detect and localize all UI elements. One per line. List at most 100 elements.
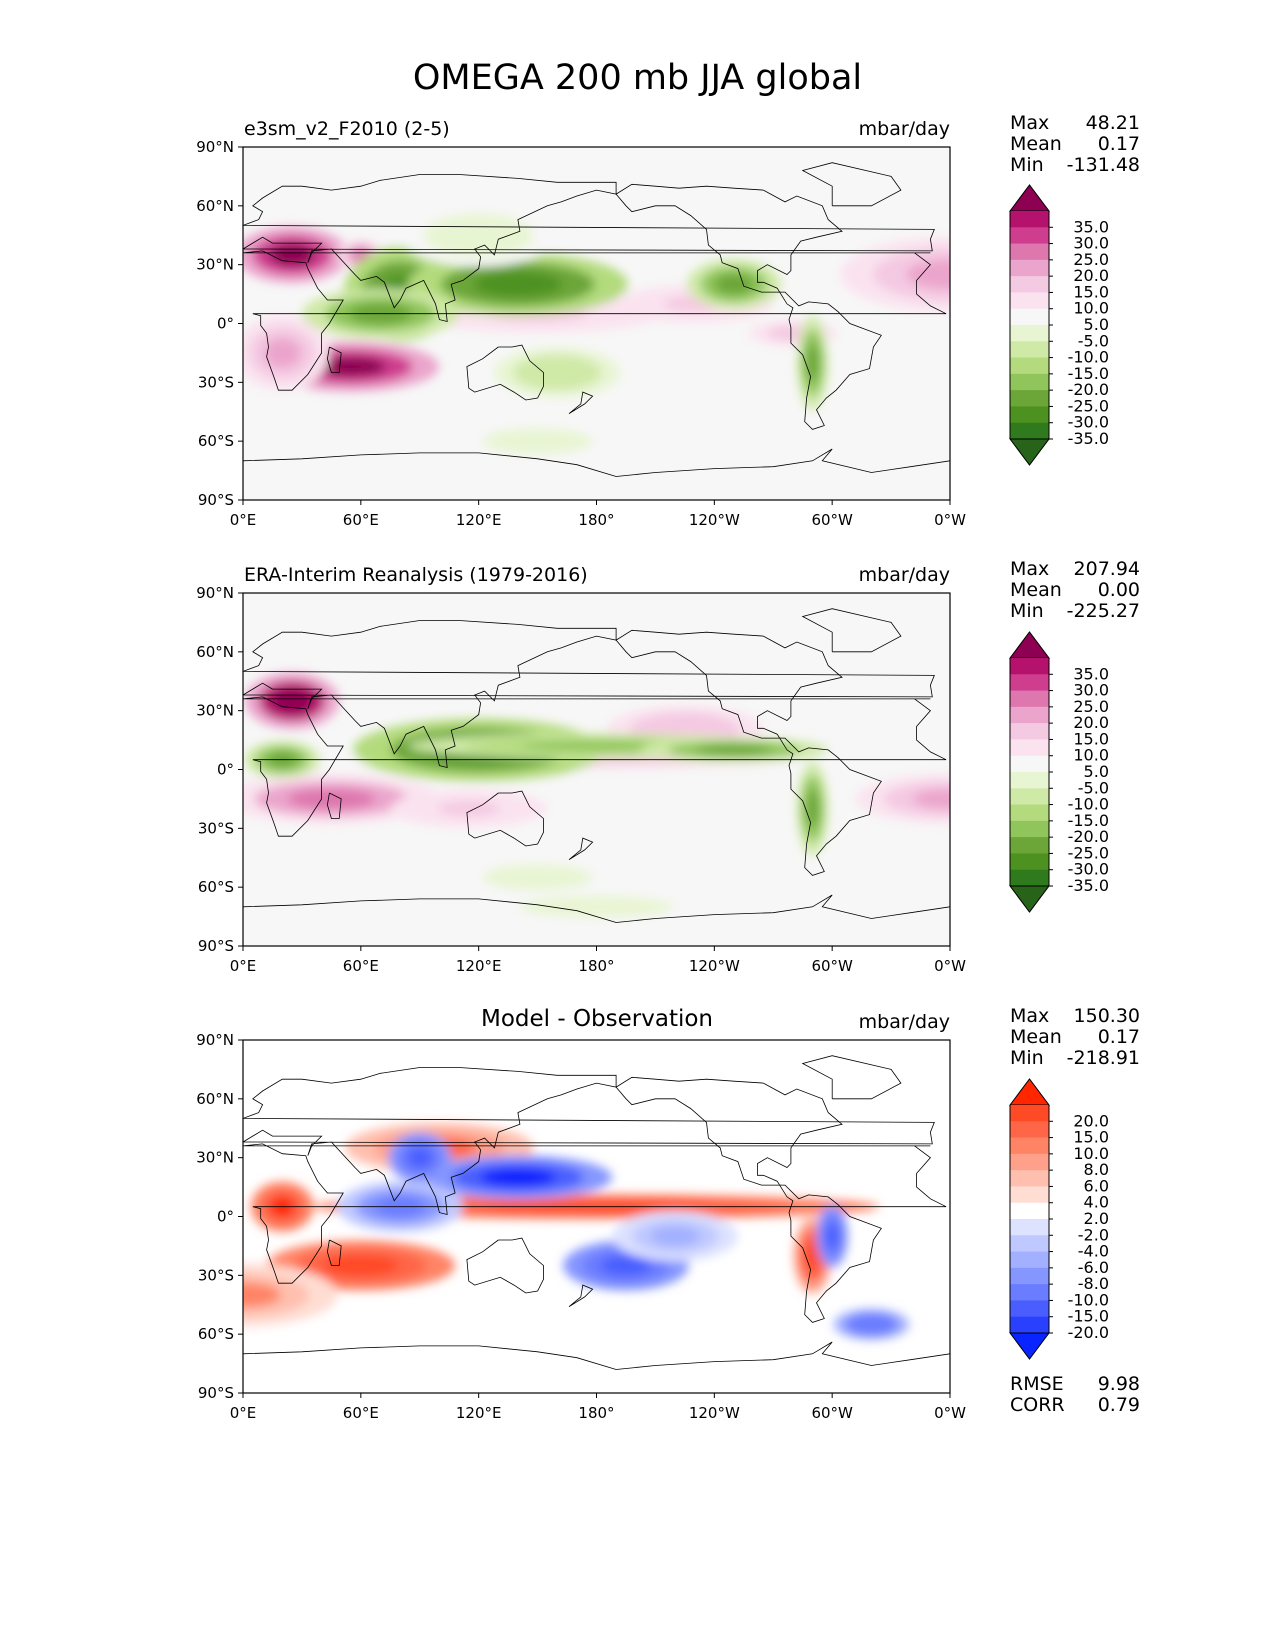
colorbar-tick-label: -20.0 [1068, 827, 1109, 846]
coastline [243, 1143, 947, 1284]
colorbar-extend-top [1009, 1078, 1050, 1106]
field-contour [801, 775, 824, 842]
field-contour [263, 337, 302, 368]
colorbar-tick-label: 15.0 [1073, 1128, 1109, 1147]
field-contour [506, 433, 570, 449]
field-contour [464, 737, 729, 755]
colorbar-band [1010, 1153, 1049, 1171]
y-tick-label: 60°N [196, 643, 234, 661]
field-contour [486, 891, 707, 923]
field-contour [482, 864, 593, 891]
field-contour [696, 744, 772, 755]
field-contour [494, 347, 621, 398]
x-tick-label: 60°W [811, 957, 853, 975]
field-contour [289, 349, 413, 385]
colorbar-band [1010, 211, 1049, 228]
x-tick-label: 180° [578, 957, 614, 975]
field-contour [352, 248, 370, 262]
colorbar-band [1010, 357, 1049, 375]
field-contour [473, 271, 562, 297]
colorbar-tick-label: 20.0 [1073, 1111, 1109, 1130]
map-frame [242, 1039, 951, 1394]
field-contour [487, 306, 588, 322]
y-tick-label: 90°N [196, 138, 234, 156]
field-contour [600, 1255, 652, 1276]
colorbar-tick-label: 35.0 [1073, 664, 1109, 683]
y-tick-label: 90°N [196, 1031, 234, 1049]
field-contour [294, 1247, 427, 1284]
field-contour [373, 1130, 506, 1166]
panel-1-units: mbar/day [858, 118, 950, 140]
panel-3-title: Model - Observation [480, 1006, 714, 1032]
field-contour [447, 222, 511, 248]
coastline [243, 894, 950, 923]
field-contour [912, 788, 950, 809]
field-contour [799, 1229, 826, 1283]
colorbar-tick-label: 20.0 [1073, 713, 1109, 732]
x-tick-label: 120°E [456, 957, 502, 975]
colorbar-tick-label: 35.0 [1073, 217, 1109, 236]
x-tick-label: 0°W [934, 957, 966, 975]
field-contour [413, 795, 524, 822]
field-contour [411, 294, 664, 333]
y-tick-label: 30°N [196, 702, 234, 720]
y-tick-label: 30°N [196, 1149, 234, 1167]
y-tick-label: 30°S [198, 373, 234, 391]
field-contour [377, 275, 423, 313]
field-contour [423, 1155, 613, 1200]
x-tick-label: 0°E [230, 511, 257, 529]
field-contour [767, 325, 819, 341]
field-contour [252, 235, 332, 275]
field-contour [267, 752, 298, 768]
field-contour [349, 303, 412, 324]
x-tick-label: 120°W [689, 1404, 740, 1422]
field-contour [313, 1194, 880, 1220]
coastline [466, 790, 544, 847]
y-tick-label: 30°S [198, 819, 234, 837]
field-contour [856, 1318, 887, 1331]
field-contour [796, 315, 829, 410]
y-tick-label: 30°S [198, 1266, 234, 1284]
field-contour [855, 773, 950, 825]
field-contour [840, 236, 950, 313]
field-contour [390, 789, 548, 828]
field-contour [483, 1201, 710, 1212]
x-tick-label: 120°E [456, 511, 502, 529]
colorbar-extend-top [1009, 184, 1050, 212]
colorbar-band [1010, 292, 1049, 310]
coastline [243, 250, 947, 391]
colorbar-band [1010, 820, 1049, 838]
x-tick-label: 0°E [230, 1404, 257, 1422]
colorbar-band [1010, 788, 1049, 806]
colorbar-band [1010, 1105, 1049, 1122]
field-contour [552, 900, 641, 914]
panel-2-title: ERA-Interim Reanalysis (1979-2016) [244, 564, 588, 586]
colorbar-tick-label: 25.0 [1073, 697, 1109, 716]
y-tick-label: 30°N [196, 256, 234, 274]
field-contour [397, 1140, 442, 1176]
colorbar-tick-label: -4.0 [1078, 1242, 1109, 1261]
x-tick-label: 60°W [811, 511, 853, 529]
y-tick-label: 60°N [196, 197, 234, 215]
field-contour [243, 1282, 281, 1308]
field-contour [804, 1240, 821, 1271]
field-contour [337, 1181, 463, 1232]
field-contour [325, 296, 436, 332]
field-contour [480, 1168, 556, 1187]
colorbar-tick-label: 2.0 [1084, 1209, 1109, 1228]
y-tick-label: 60°S [198, 1325, 234, 1343]
field-contour [519, 895, 674, 918]
field-contour [244, 672, 340, 730]
coastline [568, 837, 594, 861]
field-contour [269, 1196, 295, 1217]
field-contour [806, 343, 819, 382]
colorbar-tick-label: 15.0 [1073, 729, 1109, 748]
coastline [615, 629, 882, 876]
x-tick-label: 120°E [456, 1404, 502, 1422]
field-contour [793, 1218, 832, 1294]
colorbar-band [1010, 658, 1049, 675]
colorbar-band [1010, 276, 1049, 293]
colorbar-band [1010, 422, 1049, 440]
coastline [326, 1239, 342, 1266]
